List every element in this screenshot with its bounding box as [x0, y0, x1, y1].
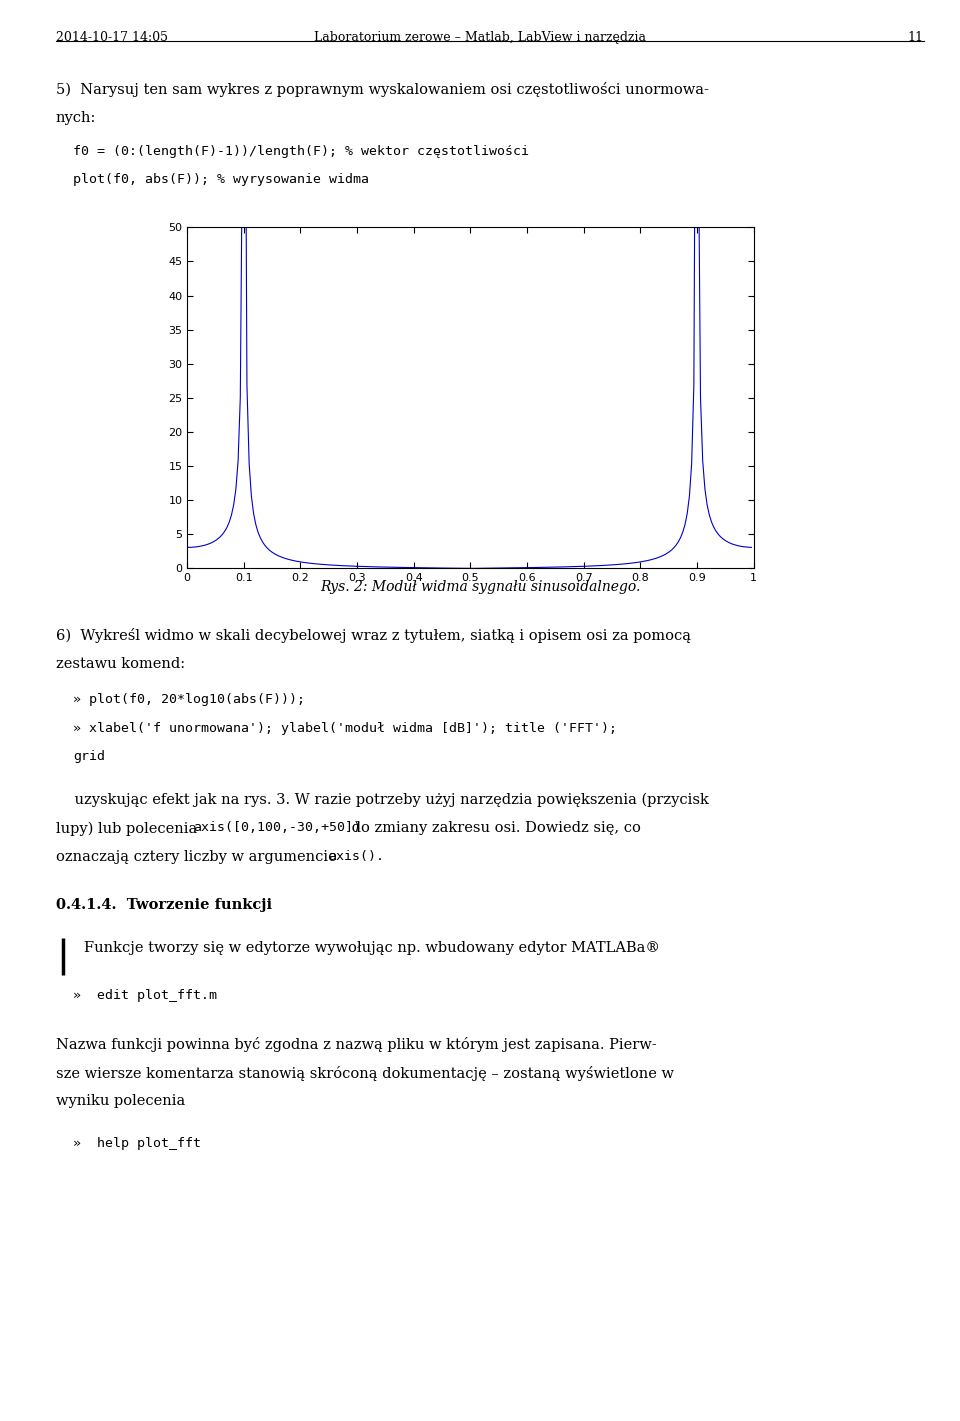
Text: do zmiany zakresu osi. Dowiedz się, co: do zmiany zakresu osi. Dowiedz się, co: [347, 821, 640, 836]
Text: » plot(f0, 20*log10(abs(F)));: » plot(f0, 20*log10(abs(F)));: [73, 693, 305, 706]
Text: 11: 11: [907, 31, 924, 44]
Text: zestawu komend:: zestawu komend:: [56, 657, 185, 671]
Text: oznaczają cztery liczby w argumencie: oznaczają cztery liczby w argumencie: [56, 850, 341, 864]
Text: 0.4.1.4.  Tworzenie funkcji: 0.4.1.4. Tworzenie funkcji: [56, 898, 272, 912]
Text: plot(f0, abs(F)); % wyrysowanie widma: plot(f0, abs(F)); % wyrysowanie widma: [73, 173, 369, 186]
Text: » xlabel('f unormowana'); ylabel('moduł widma [dB]'); title ('FFT');: » xlabel('f unormowana'); ylabel('moduł …: [73, 722, 617, 735]
Text: wyniku polecenia: wyniku polecenia: [56, 1094, 185, 1108]
Text: axis([0,100,-30,+50]): axis([0,100,-30,+50]): [193, 821, 361, 834]
Text: lupy) lub polecenia: lupy) lub polecenia: [56, 821, 202, 836]
Text: grid: grid: [73, 750, 105, 763]
Text: Nazwa funkcji powinna być zgodna z nazwą pliku w którym jest zapisana. Pierw-: Nazwa funkcji powinna być zgodna z nazwą…: [56, 1037, 657, 1053]
Text: Funkcje tworzy się w edytorze wywołując np. wbudowany edytor MATLABa®: Funkcje tworzy się w edytorze wywołując …: [84, 941, 660, 955]
Text: Rys. 2: Moduł widma sygnału sinusoidalnego.: Rys. 2: Moduł widma sygnału sinusoidalne…: [320, 580, 640, 594]
Text: 2014-10-17 14:05: 2014-10-17 14:05: [56, 31, 168, 44]
Text: »  help plot_fft: » help plot_fft: [73, 1137, 201, 1150]
Text: uzyskując efekt jak na rys. 3. W razie potrzeby użyj narzędzia powiększenia (prz: uzyskując efekt jak na rys. 3. W razie p…: [56, 793, 708, 807]
Text: Laboratorium zerowe – Matlab, LabView i narzędzia: Laboratorium zerowe – Matlab, LabView i …: [314, 31, 646, 44]
Text: 5)  Narysuj ten sam wykres z poprawnym wyskalowaniem osi częstotliwości unormowa: 5) Narysuj ten sam wykres z poprawnym wy…: [56, 82, 708, 98]
Text: f0 = (0:(length(F)-1))/length(F); % wektor częstotliwości: f0 = (0:(length(F)-1))/length(F); % wekt…: [73, 145, 529, 158]
Text: nych:: nych:: [56, 111, 96, 125]
Text: axis().: axis().: [328, 850, 384, 863]
Text: sze wiersze komentarza stanowią skróconą dokumentację – zostaną wyświetlone w: sze wiersze komentarza stanowią skróconą…: [56, 1066, 674, 1081]
Text: »  edit plot_fft.m: » edit plot_fft.m: [73, 989, 217, 1002]
Text: 6)  Wykreśl widmo w skali decybelowej wraz z tytułem, siatką i opisem osi za pom: 6) Wykreśl widmo w skali decybelowej wra…: [56, 628, 690, 644]
